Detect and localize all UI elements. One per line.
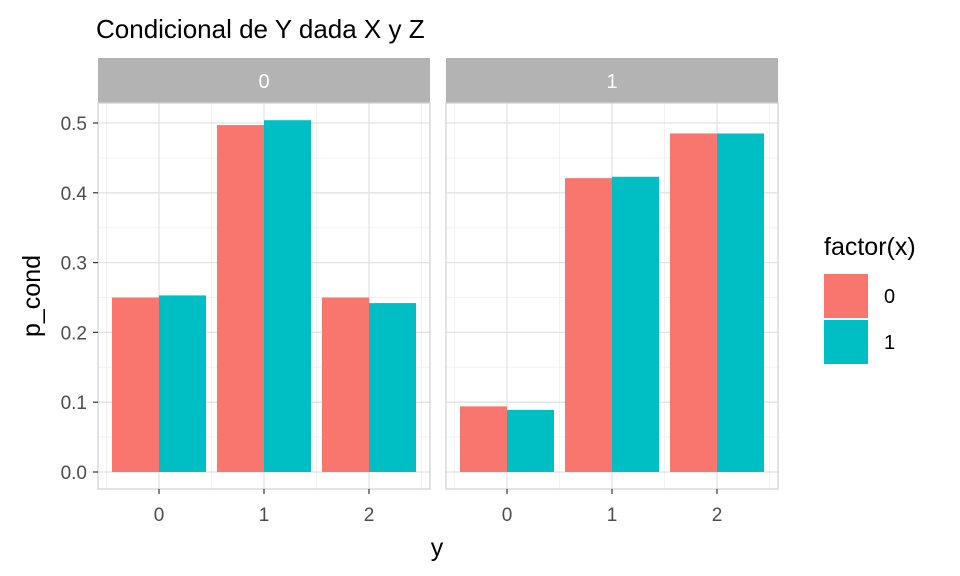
x-tick-label: 1 — [607, 505, 618, 526]
x-tick-label: 2 — [364, 505, 375, 526]
facet-panel-0: 0 0 1 2 — [97, 58, 431, 526]
bar-facet1-x0-y2 — [670, 133, 717, 472]
legend-title: factor(x) — [824, 233, 916, 261]
bar-facet1-x0-y1 — [565, 178, 612, 472]
y-tick-label: 0.0 — [61, 463, 87, 484]
x-tick-label: 0 — [502, 505, 513, 526]
y-axis-title: p_cond — [18, 255, 46, 337]
y-axis: 0.0 0.1 0.2 0.3 0.4 0.5 — [61, 114, 98, 484]
bar-facet1-x0-y0 — [460, 406, 507, 472]
legend-key-1 — [824, 320, 868, 364]
bar-facet0-x0-y0 — [112, 297, 159, 472]
facet-strip — [98, 58, 430, 103]
legend: factor(x) 0 1 — [824, 233, 916, 364]
y-tick-label: 0.5 — [61, 114, 87, 135]
y-tick-label: 0.1 — [61, 393, 87, 414]
facet-strip-label: 1 — [606, 71, 617, 93]
x-tick-label: 0 — [154, 505, 165, 526]
bar-facet0-x1-y1 — [264, 120, 311, 472]
legend-key-0 — [824, 274, 868, 318]
bar-facet1-x1-y0 — [507, 409, 554, 472]
legend-label-1: 1 — [884, 332, 895, 354]
bar-facet1-x1-y1 — [612, 176, 659, 472]
bar-facet0-x1-y0 — [159, 295, 206, 472]
facet-panel-1: 1 0 1 2 — [445, 58, 779, 526]
bar-facet0-x1-y2 — [369, 303, 416, 472]
y-tick-label: 0.3 — [61, 254, 87, 275]
x-tick-label: 1 — [259, 505, 270, 526]
y-tick-label: 0.2 — [61, 323, 87, 344]
bar-facet0-x0-y1 — [217, 125, 264, 473]
x-axis-title: y — [431, 534, 444, 562]
facet-strip-label: 0 — [258, 71, 269, 93]
bar-facet1-x1-y2 — [717, 133, 764, 472]
bar-facet0-x0-y2 — [322, 297, 369, 472]
facet-strip — [446, 58, 778, 103]
legend-label-0: 0 — [884, 286, 895, 308]
y-tick-label: 0.4 — [61, 184, 88, 205]
chart-title: Condicional de Y dada X y Z — [96, 14, 425, 44]
facet-panels: 0 0 1 2 1 0 1 2 — [97, 58, 779, 526]
x-tick-label: 2 — [712, 505, 723, 526]
